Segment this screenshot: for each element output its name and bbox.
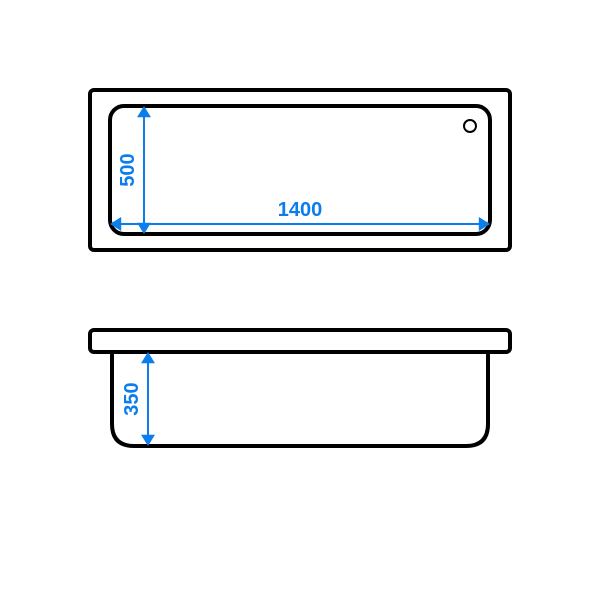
side-rim xyxy=(90,330,510,352)
dim-inner-width-label: 1400 xyxy=(278,199,323,221)
dim-basin-depth-label: 350 xyxy=(121,382,143,415)
dim-inner-depth-label: 500 xyxy=(117,153,139,186)
side-basin xyxy=(112,352,488,446)
